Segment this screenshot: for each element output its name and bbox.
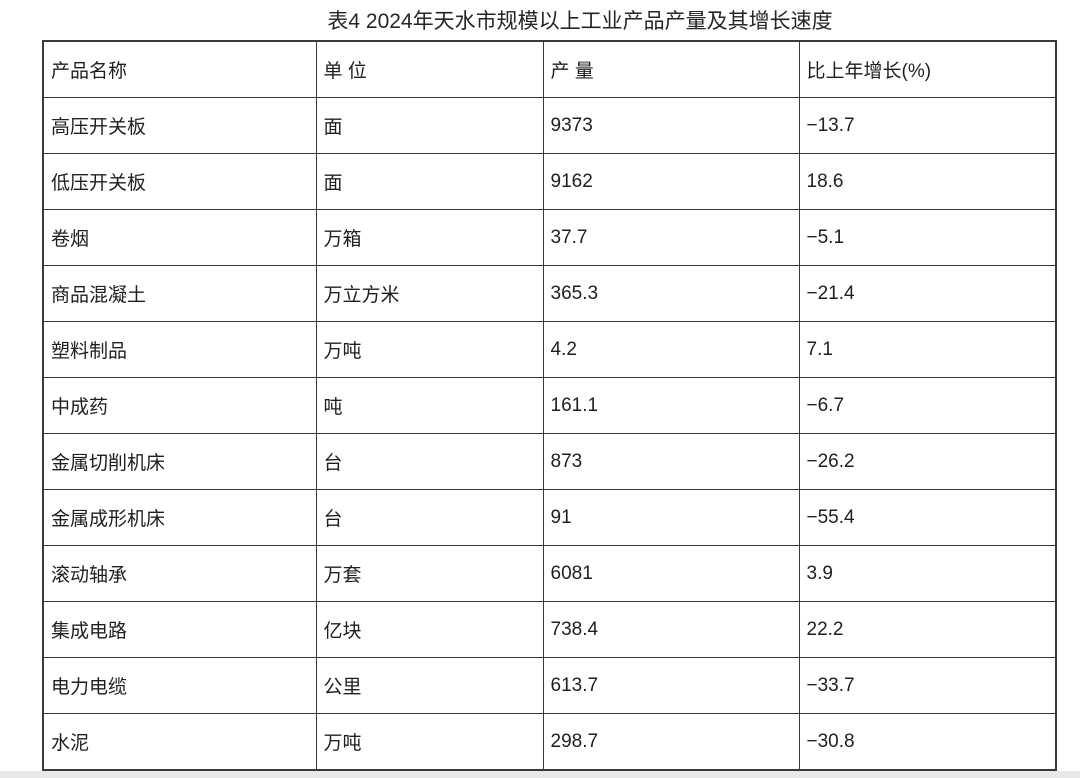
output-cell: 4.2 (542, 321, 800, 378)
header-output: 产 量 (542, 40, 800, 98)
output-cell: 91 (542, 489, 800, 546)
table-row: 水泥 万吨 298.7 −30.8 (42, 713, 1057, 771)
unit-cell: 万套 (315, 545, 544, 602)
header-unit: 单 位 (315, 40, 544, 98)
output-cell: 37.7 (542, 209, 800, 266)
growth-cell: −21.4 (798, 265, 1057, 322)
output-cell: 738.4 (542, 601, 800, 658)
output-cell: 298.7 (542, 713, 800, 771)
output-cell: 873 (542, 433, 800, 490)
unit-cell: 万吨 (315, 713, 544, 771)
output-cell: 365.3 (542, 265, 800, 322)
product-cell: 集成电路 (42, 601, 317, 658)
growth-cell: −5.1 (798, 209, 1057, 266)
table-row: 商品混凝土 万立方米 365.3 −21.4 (42, 265, 1057, 322)
growth-cell: 22.2 (798, 601, 1057, 658)
table-row: 高压开关板 面 9373 −13.7 (42, 97, 1057, 154)
product-cell: 电力电缆 (42, 657, 317, 714)
product-cell: 商品混凝土 (42, 265, 317, 322)
unit-cell: 台 (315, 489, 544, 546)
growth-cell: −6.7 (798, 377, 1057, 434)
header-product-name: 产品名称 (42, 40, 317, 98)
table-row: 滚动轴承 万套 6081 3.9 (42, 545, 1057, 602)
unit-cell: 面 (315, 97, 544, 154)
product-cell: 高压开关板 (42, 97, 317, 154)
table-row: 卷烟 万箱 37.7 −5.1 (42, 209, 1057, 266)
unit-cell: 万吨 (315, 321, 544, 378)
unit-cell: 面 (315, 153, 544, 210)
table-row: 低压开关板 面 9162 18.6 (42, 153, 1057, 210)
output-cell: 9373 (542, 97, 800, 154)
table-row: 电力电缆 公里 613.7 −33.7 (42, 657, 1057, 714)
growth-cell: 3.9 (798, 545, 1057, 602)
output-cell: 613.7 (542, 657, 800, 714)
output-cell: 161.1 (542, 377, 800, 434)
product-cell: 金属成形机床 (42, 489, 317, 546)
unit-cell: 万箱 (315, 209, 544, 266)
unit-cell: 亿块 (315, 601, 544, 658)
product-cell: 水泥 (42, 713, 317, 771)
table-row: 金属切削机床 台 873 −26.2 (42, 433, 1057, 490)
growth-cell: 7.1 (798, 321, 1057, 378)
product-cell: 塑料制品 (42, 321, 317, 378)
growth-cell: 18.6 (798, 153, 1057, 210)
unit-cell: 公里 (315, 657, 544, 714)
table-row: 中成药 吨 161.1 −6.7 (42, 377, 1057, 434)
product-cell: 低压开关板 (42, 153, 317, 210)
growth-cell: −26.2 (798, 433, 1057, 490)
output-cell: 6081 (542, 545, 800, 602)
header-row: 产品名称 单 位 产 量 比上年增长(%) (42, 40, 1057, 98)
product-cell: 滚动轴承 (42, 545, 317, 602)
product-cell: 金属切削机床 (42, 433, 317, 490)
table-row: 金属成形机床 台 91 −55.4 (42, 489, 1057, 546)
header-growth: 比上年增长(%) (798, 40, 1057, 98)
product-cell: 卷烟 (42, 209, 317, 266)
unit-cell: 吨 (315, 377, 544, 434)
unit-cell: 台 (315, 433, 544, 490)
output-cell: 9162 (542, 153, 800, 210)
industrial-output-table: 产品名称 单 位 产 量 比上年增长(%) 高压开关板 面 9373 −13.7… (42, 40, 1057, 771)
unit-cell: 万立方米 (315, 265, 544, 322)
growth-cell: −30.8 (798, 713, 1057, 771)
page-bottom-edge (0, 771, 1080, 778)
table-row: 集成电路 亿块 738.4 22.2 (42, 601, 1057, 658)
table-row: 塑料制品 万吨 4.2 7.1 (42, 321, 1057, 378)
product-cell: 中成药 (42, 377, 317, 434)
growth-cell: −33.7 (798, 657, 1057, 714)
table-caption: 表4 2024年天水市规模以上工业产品产量及其增长速度 (327, 10, 833, 33)
growth-cell: −55.4 (798, 489, 1057, 546)
growth-cell: −13.7 (798, 97, 1057, 154)
